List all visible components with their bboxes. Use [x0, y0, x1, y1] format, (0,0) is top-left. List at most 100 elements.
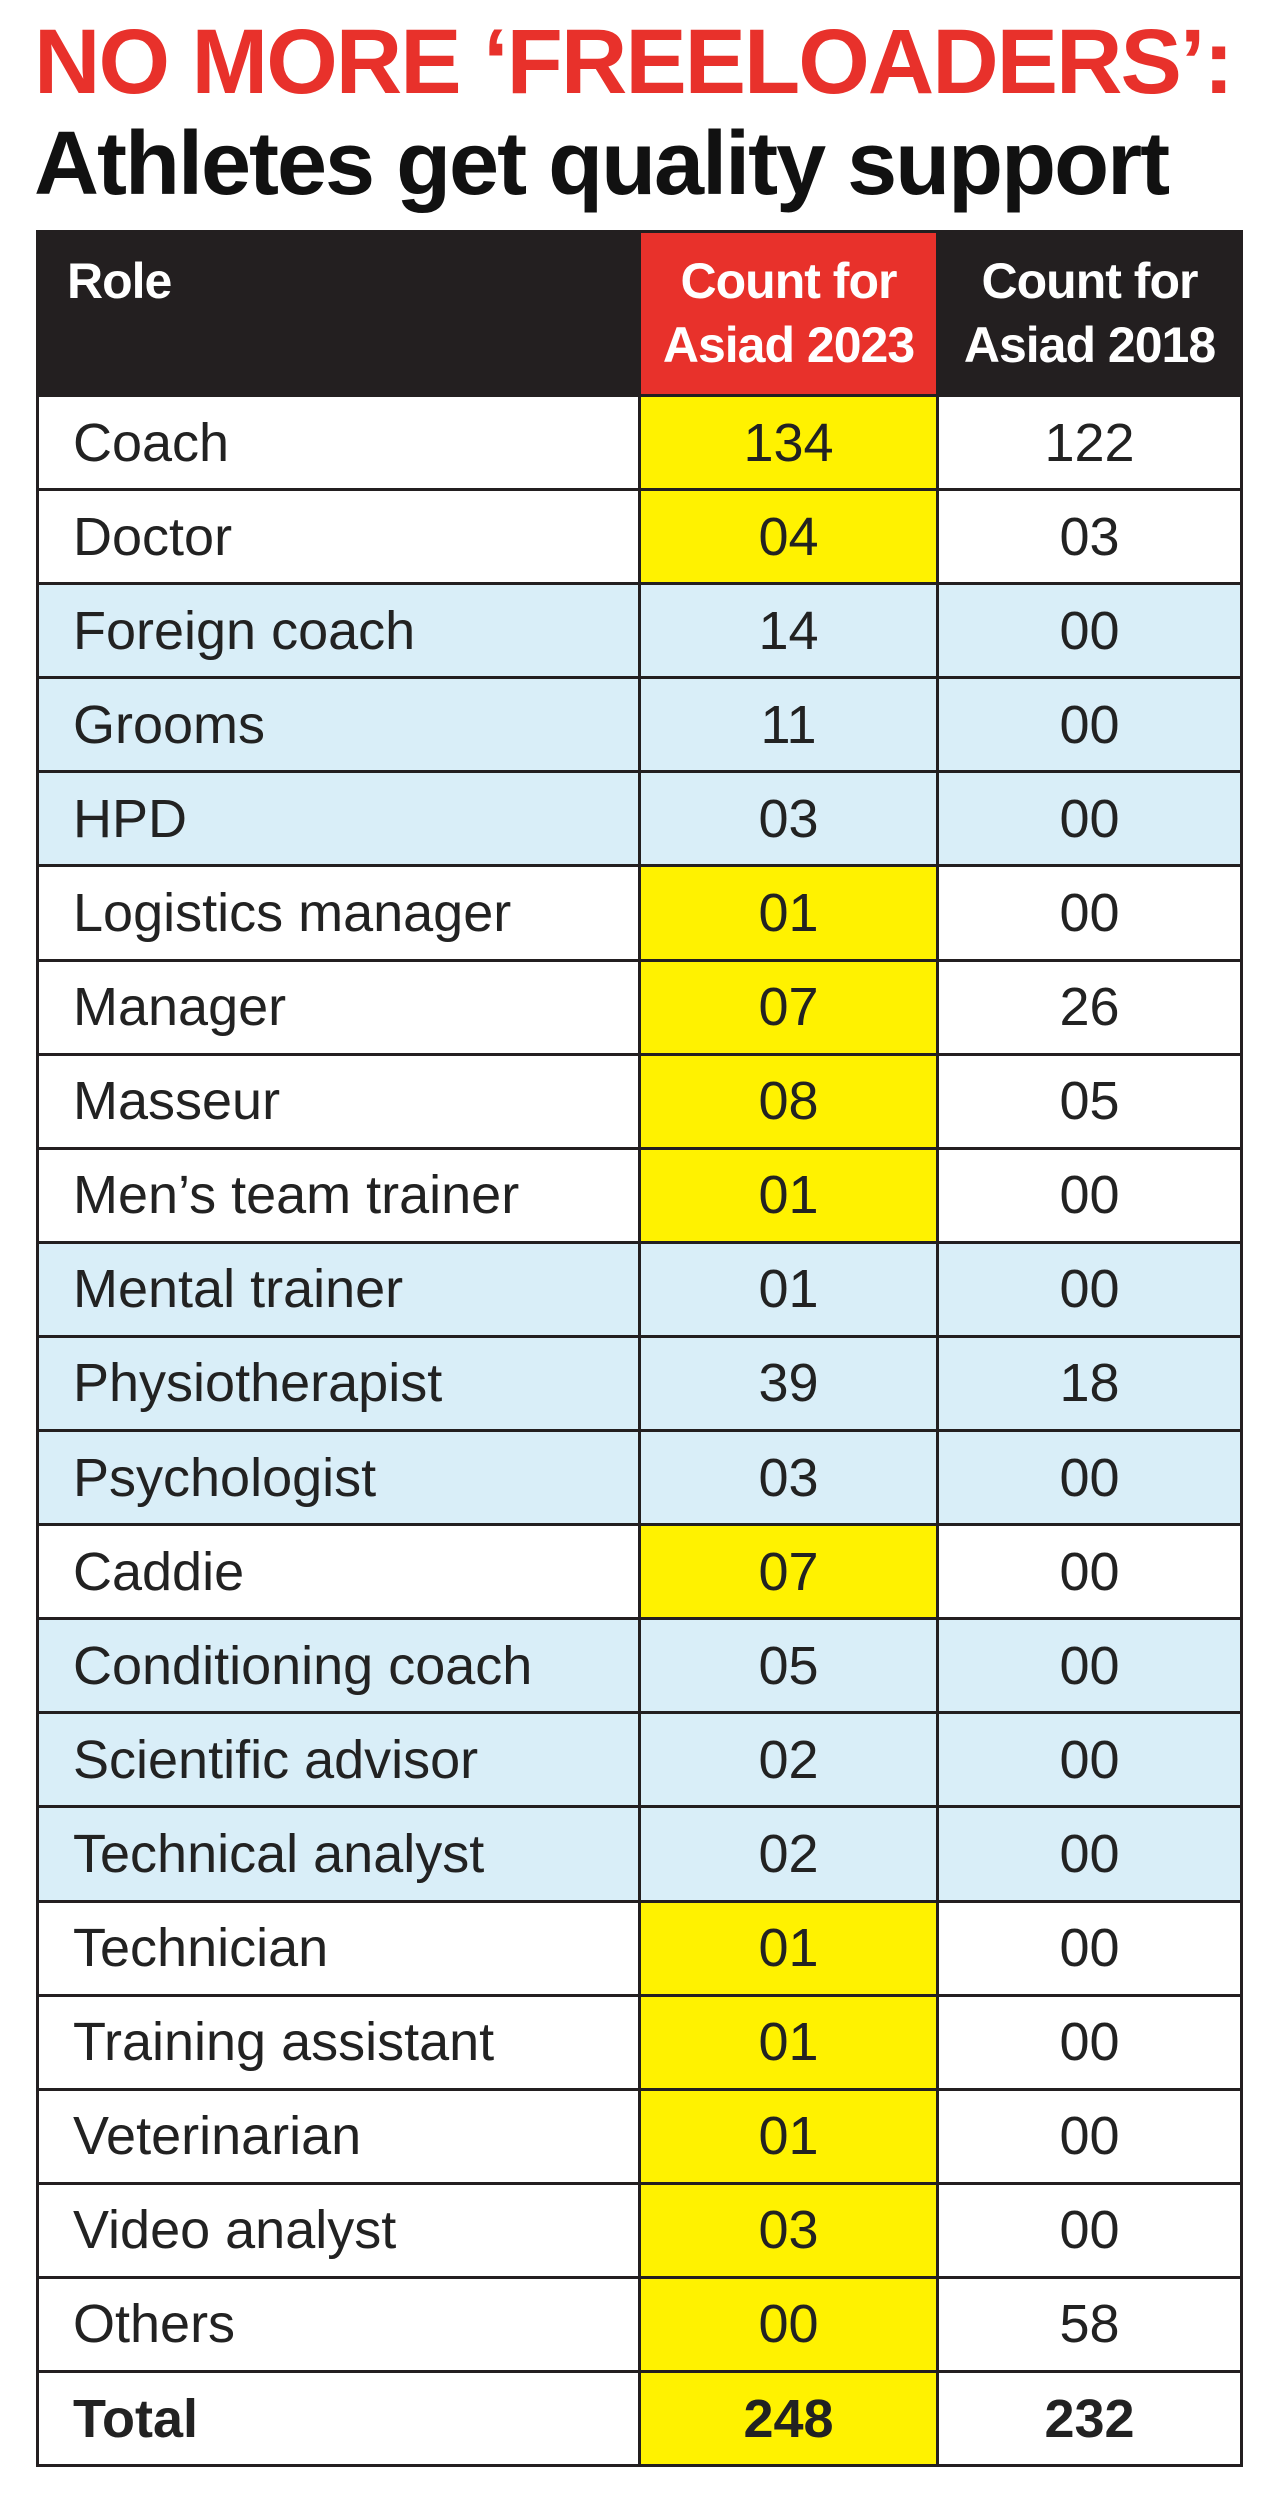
- cell-count-2018: 00: [936, 770, 1243, 868]
- table-row: Physiotherapist 39 18: [36, 1334, 1243, 1433]
- cell-role: Video analyst: [36, 2181, 641, 2279]
- table-row: Others 00 58: [36, 2275, 1243, 2373]
- table-row: Scientific advisor 02 00: [36, 1711, 1243, 1809]
- cell-count-2023: 01: [638, 1240, 939, 1338]
- cell-count-2018: 03: [936, 488, 1243, 586]
- cell-role: HPD: [36, 770, 641, 868]
- cell-count-2023: 01: [638, 1899, 939, 1997]
- table-row: Technician 01 00: [36, 1899, 1243, 1997]
- cell-count-2023: 01: [638, 1146, 939, 1244]
- cell-count-2023: 03: [638, 770, 939, 868]
- total-count-2018: 232: [936, 2369, 1243, 2468]
- cell-count-2023: 07: [638, 1523, 939, 1621]
- cell-count-2018: 26: [936, 958, 1243, 1056]
- cell-count-2018: 00: [936, 1146, 1243, 1244]
- cell-count-2023: 05: [638, 1617, 939, 1715]
- table-row: Mental trainer 01 00: [36, 1240, 1243, 1338]
- cell-role: Physiotherapist: [36, 1334, 641, 1433]
- table-row: Coach 134 122: [36, 393, 1243, 492]
- total-label: Total: [36, 2369, 641, 2468]
- header-2018-line2: Asiad 2018: [963, 317, 1216, 373]
- cell-role: Psychologist: [36, 1429, 641, 1527]
- cell-count-2023: 11: [638, 676, 939, 774]
- header-2023-line1: Count for: [680, 253, 898, 309]
- cell-role: Men’s team trainer: [36, 1146, 641, 1244]
- table-row: Grooms 11 00: [36, 676, 1243, 774]
- table-row: HPD 03 00: [36, 770, 1243, 868]
- cell-count-2018: 58: [936, 2275, 1243, 2373]
- table-row: Veterinarian 01 00: [36, 2087, 1243, 2185]
- cell-count-2023: 08: [638, 1052, 939, 1150]
- cell-role: Coach: [36, 393, 641, 492]
- table-row-total: Total 248 232: [36, 2369, 1243, 2468]
- cell-count-2023: 03: [638, 2181, 939, 2279]
- cell-count-2023: 02: [638, 1805, 939, 1903]
- cell-role: Caddie: [36, 1523, 641, 1621]
- cell-count-2018: 00: [936, 1429, 1243, 1527]
- cell-count-2023: 14: [638, 582, 939, 680]
- support-staff-table: Role Count for Asiad 2023 Count for Asia…: [36, 230, 1243, 2468]
- cell-count-2018: 05: [936, 1052, 1243, 1150]
- table-row: Psychologist 03 00: [36, 1429, 1243, 1527]
- table-row: Caddie 07 00: [36, 1523, 1243, 1621]
- cell-count-2023: 02: [638, 1711, 939, 1809]
- table-header-row: Role Count for Asiad 2023 Count for Asia…: [36, 230, 1243, 397]
- cell-count-2018: 00: [936, 1805, 1243, 1903]
- cell-count-2023: 01: [638, 2087, 939, 2185]
- cell-role: Technical analyst: [36, 1805, 641, 1903]
- cell-count-2023: 03: [638, 1429, 939, 1527]
- headline-title: NO MORE ‘FREELOADERS’:: [34, 11, 1234, 113]
- table-row: Men’s team trainer 01 00: [36, 1146, 1243, 1244]
- cell-role: Masseur: [36, 1052, 641, 1150]
- cell-count-2018: 00: [936, 1711, 1243, 1809]
- cell-role: Veterinarian: [36, 2087, 641, 2185]
- cell-count-2023: 39: [638, 1334, 939, 1433]
- cell-count-2018: 00: [936, 582, 1243, 680]
- table-row: Masseur 08 05: [36, 1052, 1243, 1150]
- headline-subtitle: Athletes get quality support: [34, 114, 1170, 214]
- cell-count-2018: 00: [936, 864, 1243, 962]
- cell-count-2018: 00: [936, 2087, 1243, 2185]
- cell-count-2018: 00: [936, 1899, 1243, 1997]
- cell-count-2018: 18: [936, 1334, 1243, 1433]
- table-row: Conditioning coach 05 00: [36, 1617, 1243, 1715]
- table-row: Training assistant 01 00: [36, 1993, 1243, 2091]
- cell-role: Doctor: [36, 488, 641, 586]
- cell-role: Conditioning coach: [36, 1617, 641, 1715]
- cell-role: Scientific advisor: [36, 1711, 641, 1809]
- cell-role: Logistics manager: [36, 864, 641, 962]
- cell-count-2023: 04: [638, 488, 939, 586]
- cell-role: Technician: [36, 1899, 641, 1997]
- table-row: Manager 07 26: [36, 958, 1243, 1056]
- cell-count-2018: 00: [936, 2181, 1243, 2279]
- cell-count-2018: 00: [936, 1993, 1243, 2091]
- cell-count-2018: 00: [936, 1523, 1243, 1621]
- table-row: Logistics manager 01 00: [36, 864, 1243, 962]
- cell-count-2023: 01: [638, 864, 939, 962]
- cell-count-2018: 00: [936, 1617, 1243, 1715]
- table-row: Video analyst 03 00: [36, 2181, 1243, 2279]
- header-2018-line1: Count for: [981, 253, 1199, 309]
- header-count-2023: Count for Asiad 2023: [638, 230, 939, 397]
- table-row: Technical analyst 02 00: [36, 1805, 1243, 1903]
- table-row: Doctor 04 03: [36, 488, 1243, 586]
- cell-count-2018: 00: [936, 676, 1243, 774]
- table-body: Coach 134 122 Doctor 04 03 Foreign coach 14 00 Gr…: [36, 393, 1243, 2468]
- cell-count-2023: 07: [638, 958, 939, 1056]
- cell-count-2023: 00: [638, 2275, 939, 2373]
- header-role: Role: [36, 230, 641, 397]
- cell-role: Grooms: [36, 676, 641, 774]
- cell-role: Mental trainer: [36, 1240, 641, 1338]
- cell-count-2023: 01: [638, 1993, 939, 2091]
- cell-role: Foreign coach: [36, 582, 641, 680]
- total-count-2023: 248: [638, 2369, 939, 2468]
- header-count-2018: Count for Asiad 2018: [936, 230, 1243, 397]
- header-2023-line2: Asiad 2023: [662, 317, 915, 373]
- cell-role: Manager: [36, 958, 641, 1056]
- header-role-label: Role: [67, 253, 172, 309]
- cell-count-2023: 134: [638, 393, 939, 492]
- cell-count-2018: 00: [936, 1240, 1243, 1338]
- headline: NO MORE ‘FREELOADERS’: Athletes get qual…: [34, 10, 1264, 214]
- cell-role: Others: [36, 2275, 641, 2373]
- cell-count-2018: 122: [936, 393, 1243, 492]
